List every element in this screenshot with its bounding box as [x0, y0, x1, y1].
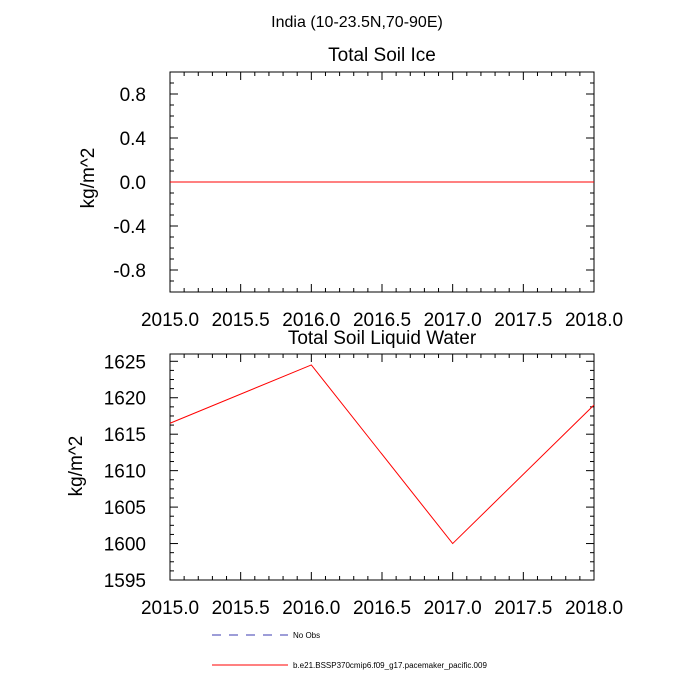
x-tick-label: 2017.5 — [494, 598, 552, 619]
x-tick-label: 2016.0 — [282, 598, 340, 619]
x-tick-label: 2017.5 — [494, 310, 552, 331]
x-tick-label: 2016.5 — [353, 598, 411, 619]
x-tick-label: 2018.0 — [565, 598, 623, 619]
figure-suptitle: India (10-23.5N,70-90E) — [271, 14, 443, 31]
y-tick-label: -0.4 — [113, 217, 146, 238]
x-tick-label: 2017.0 — [424, 598, 482, 619]
chart-title: Total Soil Liquid Water — [288, 328, 477, 349]
x-tick-label: 2017.0 — [424, 310, 482, 331]
x-tick-label: 2015.5 — [212, 598, 270, 619]
y-tick-label: 1625 — [104, 352, 146, 373]
legend: No Obs b.e21.BSSP370cmip6.f09_g17.pacema… — [212, 631, 487, 670]
y-axis-label: kg/m^2 — [78, 148, 99, 209]
x-tick-label: 2015.5 — [212, 310, 270, 331]
y-tick-label: 1595 — [104, 571, 146, 592]
x-tick-label: 2016.5 — [353, 310, 411, 331]
x-tick-label: 2015.0 — [141, 310, 199, 331]
y-axis-label: kg/m^2 — [66, 436, 87, 497]
y-tick-label: 1620 — [104, 389, 146, 410]
x-tick-label: 2016.0 — [282, 310, 340, 331]
y-tick-label: 1605 — [104, 498, 146, 519]
chart-title: Total Soil Ice — [328, 45, 436, 66]
legend-label-model-run: b.e21.BSSP370cmip6.f09_g17.pacemaker_pac… — [293, 661, 487, 670]
y-tick-label: 0.0 — [120, 173, 146, 194]
x-tick-label: 2018.0 — [565, 310, 623, 331]
chart-panel-total-soil-ice: Total Soil Ice kg/m^2 2015.0 2015.5 2016.0… — [78, 45, 623, 331]
y-tick-label: 1600 — [104, 535, 146, 556]
y-tick-label: 1610 — [104, 462, 146, 483]
y-tick-label: -0.8 — [113, 261, 146, 282]
y-tick-label: 0.4 — [120, 129, 147, 150]
y-tick-label: 0.8 — [120, 85, 146, 106]
legend-label-no-obs: No Obs — [293, 631, 320, 640]
chart-panel-total-soil-liquid-water: Total Soil Liquid Water kg/m^2 2015.0 201… — [66, 328, 623, 619]
y-tick-label: 1615 — [104, 425, 146, 446]
series-line — [169, 364, 595, 545]
x-tick-label: 2015.0 — [141, 598, 199, 619]
